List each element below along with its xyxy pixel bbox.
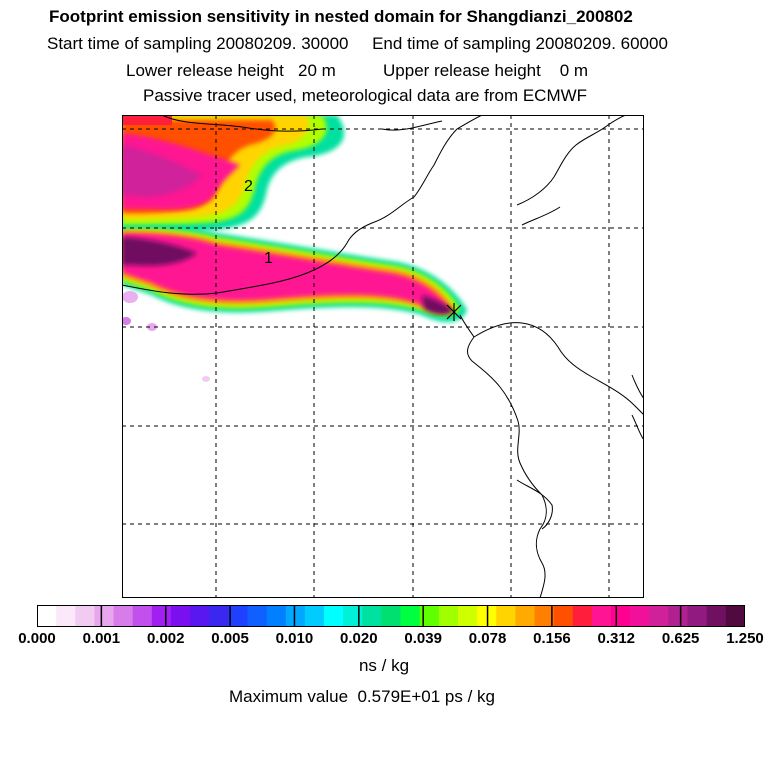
colorbar-tick-label: 0.020 [340,630,378,647]
colorbar-cell [381,605,402,627]
colorbar-cells [37,605,745,627]
colorbar-cell [37,605,57,627]
colorbar-cell [362,605,383,627]
colorbar-cell [591,605,612,627]
colorbar-cell [94,605,115,627]
colorbar-cell [304,605,325,627]
map-grid [122,115,644,598]
colorbar-cell [496,605,516,627]
contour-label-1: 1 [264,250,273,267]
contour-label-2: 2 [244,178,253,195]
release-height-line: Lower release height 20 m Upper release … [126,61,589,80]
colorbar-cell [649,605,670,627]
colorbar-cell [687,605,708,627]
colorbar-tick-label: 0.002 [146,630,185,647]
colorbar-tick-label: 0.312 [597,630,636,647]
colorbar-frame [37,605,745,627]
tracer-info-line: Passive tracer used, meteorological data… [143,86,588,105]
colorbar-cell [457,605,478,627]
colorbar-cell [324,605,344,627]
colorbar-tick-label: 0.010 [275,630,314,647]
colorbar-cell [630,605,650,627]
colorbar-tick-label: 0.078 [468,630,507,647]
maximum-value-text: Maximum value 0.579E+01 ps / kg [229,687,495,706]
colorbar-cell [668,605,689,627]
colorbar-cell [515,605,536,627]
receptor-marker [446,303,462,321]
colorbar-tick-label: 0.000 [18,630,56,647]
colorbar-cell [266,605,287,627]
colorbar-cell [572,605,593,627]
colorbar-cell [132,605,153,627]
colorbar-cell [534,605,555,627]
map-title: Footprint emission sensitivity in nested… [49,7,633,26]
colorbar-cell [285,605,306,627]
colorbar-cell [113,605,134,627]
map-boundaries [122,115,644,598]
colorbar-cell [209,605,229,627]
sampling-time-line: Start time of sampling 20080209. 30000 E… [47,34,668,53]
colorbar-tick-label: 0.156 [533,630,571,647]
colorbar-cell [611,605,631,627]
colorbar-cell [400,605,421,627]
colorbar-tick-label: 1.250 [726,630,764,647]
footprint-map: 2 1 [122,115,644,598]
colorbar-tick-label: 0.005 [211,630,249,647]
colorbar-cell [170,605,191,627]
colorbar-tick-marks [100,605,682,627]
colorbar-cell [419,605,440,627]
colorbar [37,605,745,627]
colorbar-cell [725,605,745,627]
colorbar-unit: ns / kg [358,656,410,675]
colorbar-cell [151,605,172,627]
colorbar-cell [343,605,363,627]
colorbar-cell [228,605,249,627]
colorbar-cell [56,605,76,627]
colorbar-tick-label: 0.625 [661,630,700,647]
colorbar-tick-label: 0.039 [404,630,442,647]
map-frame [122,115,644,598]
colorbar-cell [190,605,210,627]
colorbar-tick-label: 0.001 [82,630,121,647]
colorbar-cell [706,605,727,627]
colorbar-cell [553,605,574,627]
colorbar-cell [438,605,459,627]
colorbar-cell [247,605,268,627]
colorbar-cell [75,605,96,627]
